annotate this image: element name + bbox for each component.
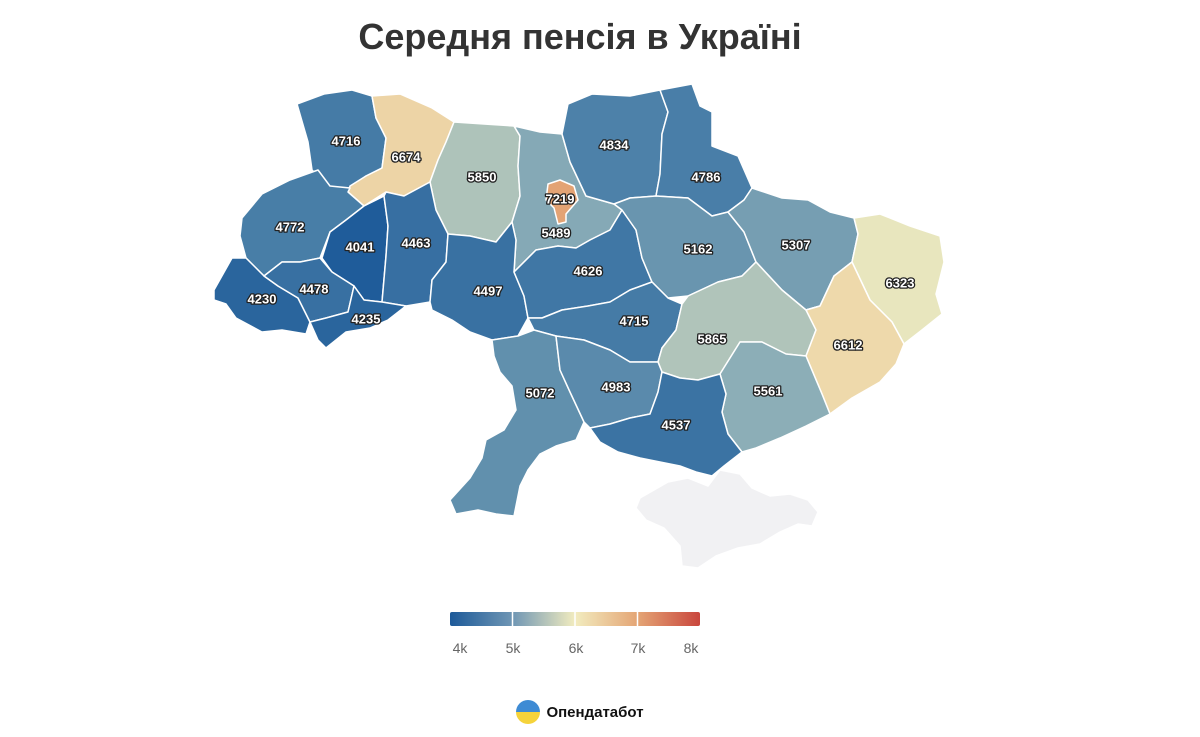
region-value-kirovohrad: 4715	[620, 313, 649, 328]
region-zakarpattia[interactable]	[213, 257, 311, 335]
region-value-khmelnytskyi: 4463	[402, 235, 431, 250]
region-value-poltava: 5162	[684, 241, 713, 256]
region-kyiv-city[interactable]	[545, 179, 579, 225]
region-value-vinnytsia: 4497	[474, 283, 503, 298]
region-value-lviv: 4772	[276, 219, 305, 234]
opendatabot-logo-icon	[516, 700, 541, 724]
region-value-cherkasy: 4626	[574, 263, 603, 278]
region-value-ternopil: 4041	[346, 239, 375, 254]
legend-tick-label: 6k	[569, 640, 585, 656]
region-labels: 4716 6674 5850 5489 7219 4834 4786 4772 4041 4463…	[246, 132, 916, 434]
region-crimea[interactable]	[635, 469, 819, 569]
region-value-zakarpattia: 4230	[248, 291, 277, 306]
region-value-mykolaiv: 4983	[602, 379, 631, 394]
legend-tick-label: 4k	[453, 640, 469, 656]
region-value-luhansk: 6323	[886, 275, 915, 290]
region-value-chernivtsi: 4235	[352, 311, 381, 326]
map-title: Середня пенсія в Україні	[358, 16, 802, 57]
region-value-sumy: 4786	[692, 169, 721, 184]
legend-tick-label: 8k	[684, 640, 700, 656]
region-value-chernihiv: 4834	[600, 137, 630, 152]
region-value-kherson: 4537	[662, 417, 691, 432]
legend-tick-label: 7k	[631, 640, 647, 656]
legend-dividers	[511, 612, 639, 626]
region-value-zaporizhzhia: 5561	[754, 383, 783, 398]
color-legend: 4k 5k 6k 7k 8k	[450, 612, 700, 656]
region-value-kharkiv: 5307	[782, 237, 811, 252]
region-value-dnipropetrovsk: 5865	[698, 331, 727, 346]
legend-tick-labels: 4k 5k 6k 7k 8k	[453, 640, 700, 656]
region-value-kyiv-oblast: 5489	[542, 225, 571, 240]
region-value-donetsk: 6612	[834, 337, 863, 352]
region-value-ivano-frankivsk: 4478	[300, 281, 329, 296]
brand-footer: Опендатабот	[0, 700, 1160, 724]
region-chernivtsi[interactable]	[309, 285, 407, 349]
legend-tick-label: 5k	[506, 640, 522, 656]
region-value-odesa: 5072	[526, 385, 555, 400]
regions-layer	[213, 83, 945, 569]
brand-name: Опендатабот	[546, 703, 644, 721]
region-value-kyiv-city: 7219	[546, 191, 575, 206]
region-value-zhytomyr: 5850	[468, 169, 497, 184]
region-value-volyn: 4716	[332, 133, 361, 148]
region-value-rivne: 6674	[392, 149, 422, 164]
region-kherson[interactable]	[589, 371, 743, 477]
